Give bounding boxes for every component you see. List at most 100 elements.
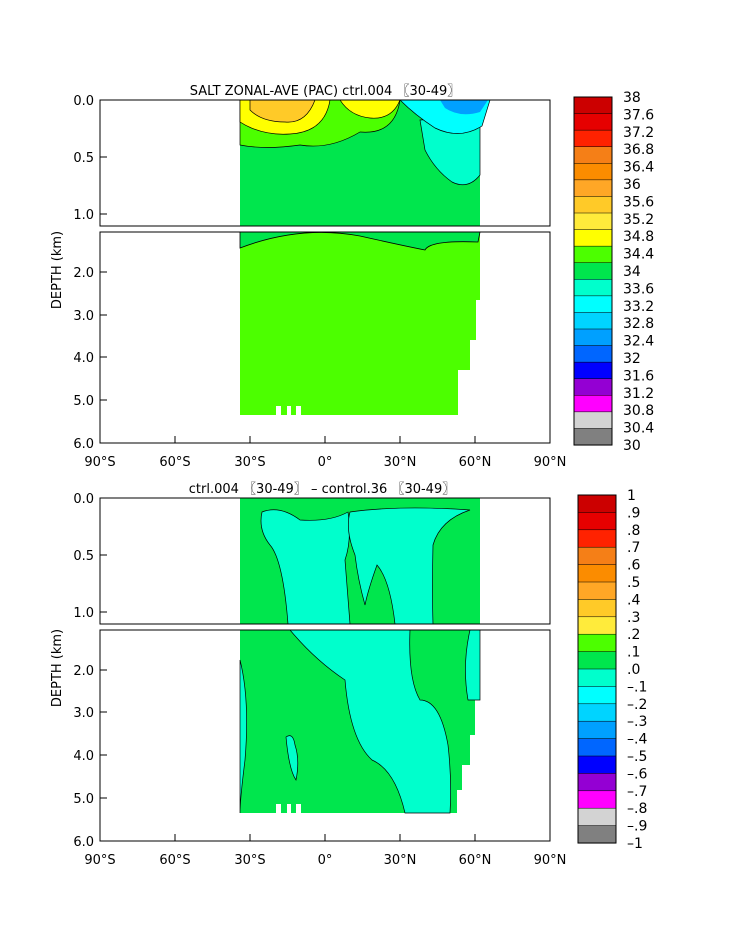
difference-x-ticks: 90°S 60°S 30°S 0° 30°N 60°N 90°N <box>84 834 566 868</box>
colorbar-swatch <box>573 395 613 413</box>
colorbar-label: –.4 <box>627 732 647 748</box>
colorbar-swatch <box>573 361 613 380</box>
salinity-colorbar: 3837.637.236.836.43635.635.234.834.43433… <box>573 90 654 454</box>
x-tick-label: 90°S <box>84 853 115 868</box>
colorbar-label: 35.6 <box>623 194 654 210</box>
difference-bottom-gap-1 <box>276 804 281 814</box>
salinity-lower-field <box>239 232 481 416</box>
colorbar-swatch <box>573 196 613 214</box>
colorbar-label: .8 <box>627 523 640 539</box>
y-tick-label: 3.0 <box>73 706 94 721</box>
colorbar-label: .4 <box>627 592 640 608</box>
colorbar-swatch <box>573 212 613 231</box>
x-tick-label: 30°S <box>234 853 265 868</box>
y-tick-label: 6.0 <box>73 835 94 850</box>
y-tick-label: 2.0 <box>73 266 94 281</box>
colorbar-label: 35.2 <box>623 212 654 228</box>
y-tick-label: 0.0 <box>73 492 94 507</box>
difference-bottom-gap-2 <box>287 804 291 814</box>
colorbar-label: –.8 <box>627 801 647 817</box>
colorbar-label: 31.2 <box>623 386 654 402</box>
salinity-chart-title: SALT ZONAL-AVE (PAC) ctrl.004 〖30-49〗 <box>190 84 460 99</box>
colorbar-label: 38 <box>623 90 641 106</box>
difference-chart-title: ctrl.004 〖30-49〗 – control.36 〖30-49〗 <box>189 482 455 497</box>
colorbar-label: 37.2 <box>623 125 654 141</box>
y-tick-label: 0.0 <box>73 94 94 109</box>
difference-bottom-gap-3 <box>296 804 301 814</box>
colorbar-swatch <box>577 581 617 600</box>
y-tick-label: 1.0 <box>73 208 94 223</box>
colorbar-label: –.6 <box>627 766 647 782</box>
difference-colorbar: 1.9 .8.7 .6.5.4 .3.2 .1.0–.1 –.2–.3 –.4–.5–.6 –… <box>577 488 647 852</box>
x-tick-label: 30°S <box>234 455 265 470</box>
difference-upper-negative-main <box>348 507 471 624</box>
colorbar-label: 30 <box>623 438 641 454</box>
salinity-x-ticks: 90°S 60°S 30°S 0° 30°N 60°N 90°N <box>84 436 566 470</box>
colorbar-swatch <box>577 825 617 844</box>
colorbar-swatch <box>573 179 613 197</box>
colorbar-label: 1 <box>627 488 636 504</box>
x-tick-label: 0° <box>318 853 333 868</box>
colorbar-swatch <box>573 411 613 429</box>
colorbar-label: –.7 <box>627 784 647 800</box>
colorbar-label: 32.4 <box>623 334 654 350</box>
colorbar-label: 33.2 <box>623 299 654 315</box>
colorbar-label: .6 <box>627 558 640 574</box>
colorbar-label: 32 <box>623 351 641 367</box>
colorbar-swatch <box>573 262 613 280</box>
colorbar-label: .5 <box>627 575 640 591</box>
x-tick-label: 0° <box>318 455 333 470</box>
difference-y-ticks: 0.0 0.5 1.0 2.0 3.0 4.0 5.0 6.0 <box>73 492 107 850</box>
colorbar-label: 36 <box>623 177 641 193</box>
salinity-max-core-south <box>249 100 316 123</box>
colorbar-swatch <box>573 113 613 131</box>
y-tick-label: 3.0 <box>73 309 94 324</box>
colorbar-swatch <box>577 546 617 566</box>
x-tick-label: 30°N <box>384 853 417 868</box>
colorbar-swatch <box>573 312 613 330</box>
colorbar-label: 34.8 <box>623 229 654 245</box>
difference-upper-frame <box>99 497 551 625</box>
colorbar-swatch <box>577 633 617 653</box>
y-tick-label: 5.0 <box>73 394 94 409</box>
salinity-upper-deep-contour <box>239 232 481 251</box>
difference-small-negative-patch <box>285 735 299 781</box>
salinity-bottom-gap-1 <box>276 406 281 416</box>
colorbar-label: 31.6 <box>623 368 654 384</box>
colorbar-swatch <box>577 494 617 513</box>
colorbar-swatch <box>577 529 617 548</box>
y-tick-label: 1.0 <box>73 606 94 621</box>
salinity-upper-field <box>239 100 491 226</box>
colorbar-label: 32.8 <box>623 316 654 332</box>
difference-chart: ctrl.004 〖30-49〗 – control.36 〖30-49〗 DE… <box>50 482 647 868</box>
colorbar-swatch <box>573 245 613 264</box>
colorbar-swatch <box>577 703 617 722</box>
salinity-max-patch-north <box>339 100 401 119</box>
salinity-chart: SALT ZONAL-AVE (PAC) ctrl.004 〖30-49〗 DE… <box>50 84 654 470</box>
colorbar-label: –.9 <box>627 819 647 835</box>
colorbar-swatch <box>573 96 613 115</box>
colorbar-label: .1 <box>627 645 640 661</box>
colorbar-swatch <box>577 755 617 774</box>
colorbar-label: –.1 <box>627 679 647 695</box>
y-tick-label: 4.0 <box>73 749 94 764</box>
salinity-deep-water-fill <box>240 232 480 415</box>
colorbar-label: .2 <box>627 627 640 643</box>
x-tick-label: 60°N <box>459 455 492 470</box>
y-tick-label: 4.0 <box>73 351 94 366</box>
colorbar-swatch <box>577 790 617 809</box>
x-tick-label: 90°N <box>534 455 567 470</box>
x-tick-label: 90°S <box>84 455 115 470</box>
colorbar-swatch <box>573 428 613 446</box>
colorbar-swatch <box>577 616 617 635</box>
colorbar-label: 30.4 <box>623 421 654 437</box>
difference-upper-negative-left <box>260 509 351 624</box>
x-tick-label: 60°N <box>459 853 492 868</box>
difference-upper-field <box>240 498 480 624</box>
y-tick-label: 5.0 <box>73 792 94 807</box>
colorbar-label: 37.6 <box>623 107 654 123</box>
colorbar-label: 36.8 <box>623 142 654 158</box>
colorbar-swatch <box>577 599 617 618</box>
colorbar-swatch <box>577 773 617 792</box>
x-tick-label: 60°S <box>159 455 190 470</box>
